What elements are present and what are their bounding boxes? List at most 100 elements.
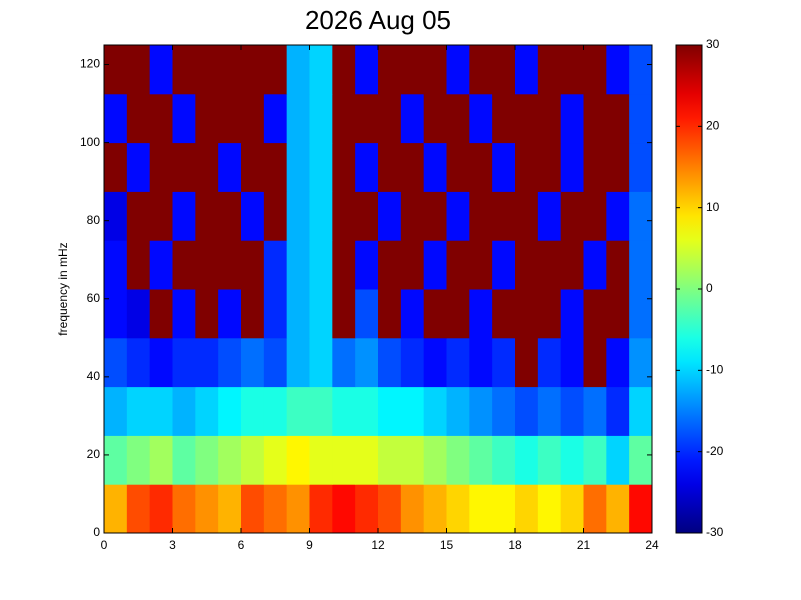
heat-cell xyxy=(378,240,402,290)
heat-cell xyxy=(241,337,265,388)
heat-cell xyxy=(355,289,379,339)
heat-cell xyxy=(218,93,242,144)
heat-cell xyxy=(286,240,310,290)
heat-cell xyxy=(309,191,333,241)
y-tick-label: 0 xyxy=(93,525,100,539)
heat-cell xyxy=(537,191,562,241)
heat-cell xyxy=(423,142,447,192)
heat-cell xyxy=(241,386,265,436)
x-tick-label: 18 xyxy=(508,538,522,552)
heat-cell xyxy=(149,45,173,95)
heat-cell xyxy=(583,484,607,534)
heat-cell xyxy=(560,386,584,436)
heat-cell xyxy=(606,142,630,192)
heat-cell xyxy=(400,386,425,436)
heat-cell xyxy=(446,240,470,290)
heat-cell xyxy=(469,386,493,436)
heat-cell xyxy=(218,337,242,388)
heat-cell xyxy=(629,240,653,290)
heat-cell xyxy=(492,386,516,436)
heat-cell xyxy=(537,337,562,388)
heat-cell xyxy=(241,45,265,95)
heat-cell xyxy=(332,435,356,485)
heat-cell xyxy=(355,191,379,241)
heat-cell xyxy=(378,484,402,534)
heat-cell xyxy=(126,484,151,534)
heat-cell xyxy=(241,484,265,534)
heat-cell xyxy=(218,484,242,534)
heat-cell xyxy=(629,191,653,241)
heat-cell xyxy=(241,240,265,290)
x-tick-label: 6 xyxy=(238,538,245,552)
heat-cell xyxy=(560,45,584,95)
heat-cell xyxy=(492,484,516,534)
heat-cell xyxy=(355,386,379,436)
heat-cell xyxy=(332,45,356,95)
heat-cell xyxy=(355,142,379,192)
heat-cell xyxy=(172,386,196,436)
heat-cell xyxy=(560,240,584,290)
y-tick-label: 60 xyxy=(87,291,101,305)
heat-cell xyxy=(378,93,402,144)
heat-cell xyxy=(286,191,310,241)
heat-cell xyxy=(195,386,219,436)
heat-cell xyxy=(537,484,562,534)
y-tick-label: 120 xyxy=(80,57,100,71)
heat-cell xyxy=(355,435,379,485)
heat-cell xyxy=(149,289,173,339)
heat-cell xyxy=(309,240,333,290)
y-tick-label: 100 xyxy=(80,135,100,149)
heat-cell xyxy=(446,435,470,485)
heat-cell xyxy=(492,93,516,144)
heat-cell xyxy=(400,45,425,95)
heat-cell xyxy=(195,93,219,144)
heat-cell xyxy=(378,386,402,436)
heat-cell xyxy=(355,484,379,534)
heat-cell xyxy=(492,337,516,388)
heat-cell xyxy=(126,240,151,290)
heat-cell xyxy=(492,289,516,339)
heat-cell xyxy=(560,93,584,144)
heat-cell xyxy=(263,93,288,144)
heat-cell xyxy=(515,240,539,290)
heat-cell xyxy=(309,45,333,95)
heat-cell xyxy=(355,337,379,388)
heat-cell xyxy=(149,484,173,534)
heat-cell xyxy=(126,191,151,241)
heat-cell xyxy=(583,45,607,95)
heat-cell xyxy=(537,435,562,485)
heat-cell xyxy=(263,142,288,192)
x-tick-label: 12 xyxy=(371,538,385,552)
heat-cell xyxy=(104,93,128,144)
heat-cell xyxy=(515,93,539,144)
heat-cell xyxy=(263,386,288,436)
y-tick-label: 40 xyxy=(87,369,101,383)
x-tick-label: 15 xyxy=(440,538,454,552)
heat-cell xyxy=(218,240,242,290)
heat-cell xyxy=(446,93,470,144)
colorbar-tick-label: 20 xyxy=(706,119,720,133)
heat-cell xyxy=(195,142,219,192)
heat-cell xyxy=(355,45,379,95)
heat-cell xyxy=(606,386,630,436)
heat-cell xyxy=(606,435,630,485)
heat-cell xyxy=(309,289,333,339)
heat-cell xyxy=(515,386,539,436)
heat-cell xyxy=(149,93,173,144)
heat-cell xyxy=(263,45,288,95)
heat-cell xyxy=(263,435,288,485)
heat-cell xyxy=(423,435,447,485)
colorbar-tick-label: -10 xyxy=(706,363,724,377)
heat-cell xyxy=(126,289,151,339)
heat-cell xyxy=(560,142,584,192)
heat-cell xyxy=(560,337,584,388)
heat-cell xyxy=(332,191,356,241)
heat-cell xyxy=(263,191,288,241)
heat-cell xyxy=(195,45,219,95)
heat-cell xyxy=(560,484,584,534)
heat-cell xyxy=(469,289,493,339)
heat-cell xyxy=(104,191,128,241)
y-tick-label: 80 xyxy=(87,213,101,227)
heat-cell xyxy=(263,240,288,290)
heat-cell xyxy=(172,191,196,241)
